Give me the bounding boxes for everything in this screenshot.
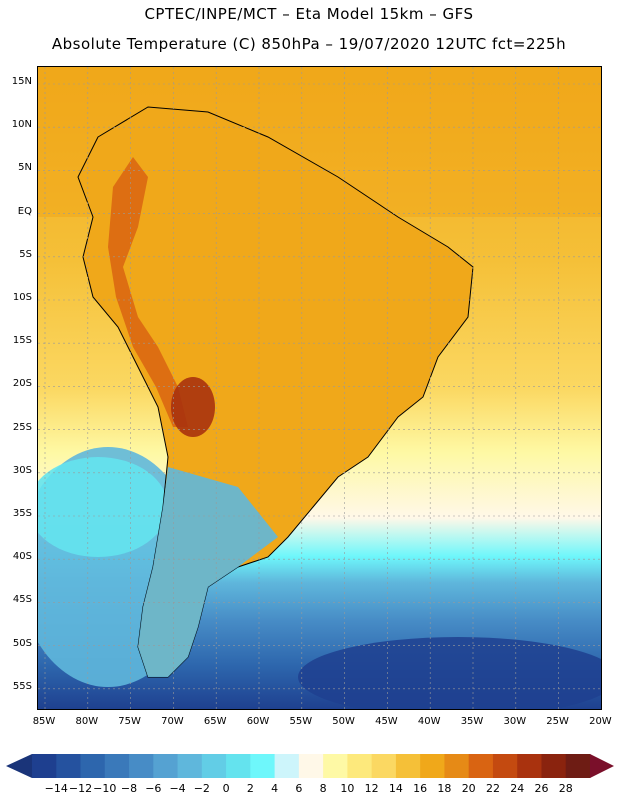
lon-tick-label: 30W xyxy=(503,716,527,727)
colorbar-swatch xyxy=(153,754,179,778)
lat-tick-label: 10S xyxy=(12,292,32,303)
colorbar-swatch xyxy=(201,754,227,778)
cool-pacific-patch xyxy=(38,457,168,557)
colorbar-tick-label: 12 xyxy=(364,782,379,795)
temperature-map xyxy=(38,67,601,709)
colorbar-swatch xyxy=(492,754,518,778)
colorbar-tick-label: −4 xyxy=(169,782,186,795)
coldest-south-atlantic xyxy=(298,637,601,709)
colorbar-swatch xyxy=(80,754,106,778)
colorbar-tick-label: −6 xyxy=(145,782,162,795)
lon-tick-label: 40W xyxy=(417,716,441,727)
colorbar-swatch xyxy=(129,754,154,778)
colorbar-tick-label: 20 xyxy=(461,782,476,795)
colorbar-tick-label: 16 xyxy=(413,782,428,795)
colorbar xyxy=(6,754,614,778)
andes-hot-ridge xyxy=(108,157,188,427)
graticule xyxy=(38,67,601,709)
colorbar-swatch xyxy=(541,754,567,778)
colorbar-tick-label: 24 xyxy=(510,782,525,795)
colorbar-tick-label: 14 xyxy=(388,782,403,795)
colorbar-tick-label: 26 xyxy=(534,782,549,795)
colorbar-over-arrow xyxy=(590,754,614,778)
lon-tick-label: 80W xyxy=(75,716,99,727)
colorbar-swatch xyxy=(56,754,82,778)
colorbar-tick-label: 0 xyxy=(222,782,230,795)
colorbar-swatch xyxy=(298,754,324,778)
colorbar-swatch xyxy=(32,754,57,778)
lat-tick-label: 5N xyxy=(18,162,32,174)
lon-tick-label: 55W xyxy=(289,716,313,727)
colorbar-swatch xyxy=(517,754,542,778)
lon-tick-label: 70W xyxy=(161,716,184,727)
chart-title-line2: Absolute Temperature (C) 850hPa – 19/07/… xyxy=(51,35,567,53)
colorbar-swatch xyxy=(226,754,251,778)
lon-tick-label: 35W xyxy=(460,716,484,727)
colorbar-tick-label: 8 xyxy=(319,782,327,795)
colorbar-tick-label: 6 xyxy=(295,782,303,795)
colorbar-swatch xyxy=(177,754,203,778)
colorbar-swatch xyxy=(323,754,348,778)
lat-tick-label: 5S xyxy=(19,248,32,260)
lat-tick-label: 50S xyxy=(12,637,32,649)
colorbar-under-arrow xyxy=(6,754,32,778)
lon-tick-label: 85W xyxy=(32,716,56,727)
chart-title-line1: CPTEC/INPE/MCT – Eta Model 15km – GFS xyxy=(144,5,474,23)
colorbar-swatch xyxy=(371,754,397,778)
colorbar-swatch xyxy=(468,754,494,778)
lat-tick-label: 30S xyxy=(12,464,32,476)
colorbar-tick-label: 10 xyxy=(340,782,355,795)
colorbar-tick-label: 28 xyxy=(558,782,573,795)
lat-tick-label: EQ xyxy=(17,205,32,217)
lat-tick-label: 35S xyxy=(12,508,32,519)
lat-tick-label: 45S xyxy=(12,594,32,606)
colorbar-swatch xyxy=(274,754,300,778)
lat-tick-label: 40S xyxy=(12,551,32,563)
patagonia-cool-wedge xyxy=(138,467,278,677)
lon-tick-label: 75W xyxy=(118,716,141,727)
lat-tick-label: 15S xyxy=(12,335,32,347)
lat-tick-label: 55S xyxy=(12,680,32,692)
lon-tick-label: 50W xyxy=(332,716,355,727)
colorbar-swatch xyxy=(444,754,470,778)
map-frame xyxy=(37,66,602,710)
colorbar-tick-label: 2 xyxy=(246,782,254,795)
colorbar-swatch xyxy=(565,754,591,778)
colorbar-tick-label: −8 xyxy=(120,782,138,795)
lat-tick-label: 10N xyxy=(11,119,32,131)
colorbar-tick-label: 18 xyxy=(437,782,452,795)
colorbar-tick-label: −12 xyxy=(68,782,93,795)
colorbar-tick-label: −2 xyxy=(193,782,210,795)
colorbar-swatch xyxy=(347,754,373,778)
colorbar-tick-label: −14 xyxy=(44,782,68,795)
colorbar-tick-label: 22 xyxy=(485,782,500,795)
lon-tick-label: 60W xyxy=(246,716,270,727)
lon-tick-label: 25W xyxy=(546,716,569,727)
lon-tick-label: 20W xyxy=(589,716,612,727)
colorbar-swatch xyxy=(420,754,445,778)
lat-tick-label: 20S xyxy=(12,378,32,390)
chaco-hot-spot xyxy=(171,377,215,437)
colorbar-swatch xyxy=(104,754,130,778)
lat-tick-label: 15N xyxy=(11,76,32,87)
lat-tick-label: 25S xyxy=(12,421,32,433)
lon-tick-label: 65W xyxy=(203,716,227,727)
colorbar-swatch xyxy=(395,754,421,778)
lon-tick-label: 45W xyxy=(375,716,398,727)
colorbar-tick-label: −10 xyxy=(93,782,117,795)
colorbar-swatch xyxy=(250,754,276,778)
colorbar-tick-label: 4 xyxy=(271,782,279,795)
